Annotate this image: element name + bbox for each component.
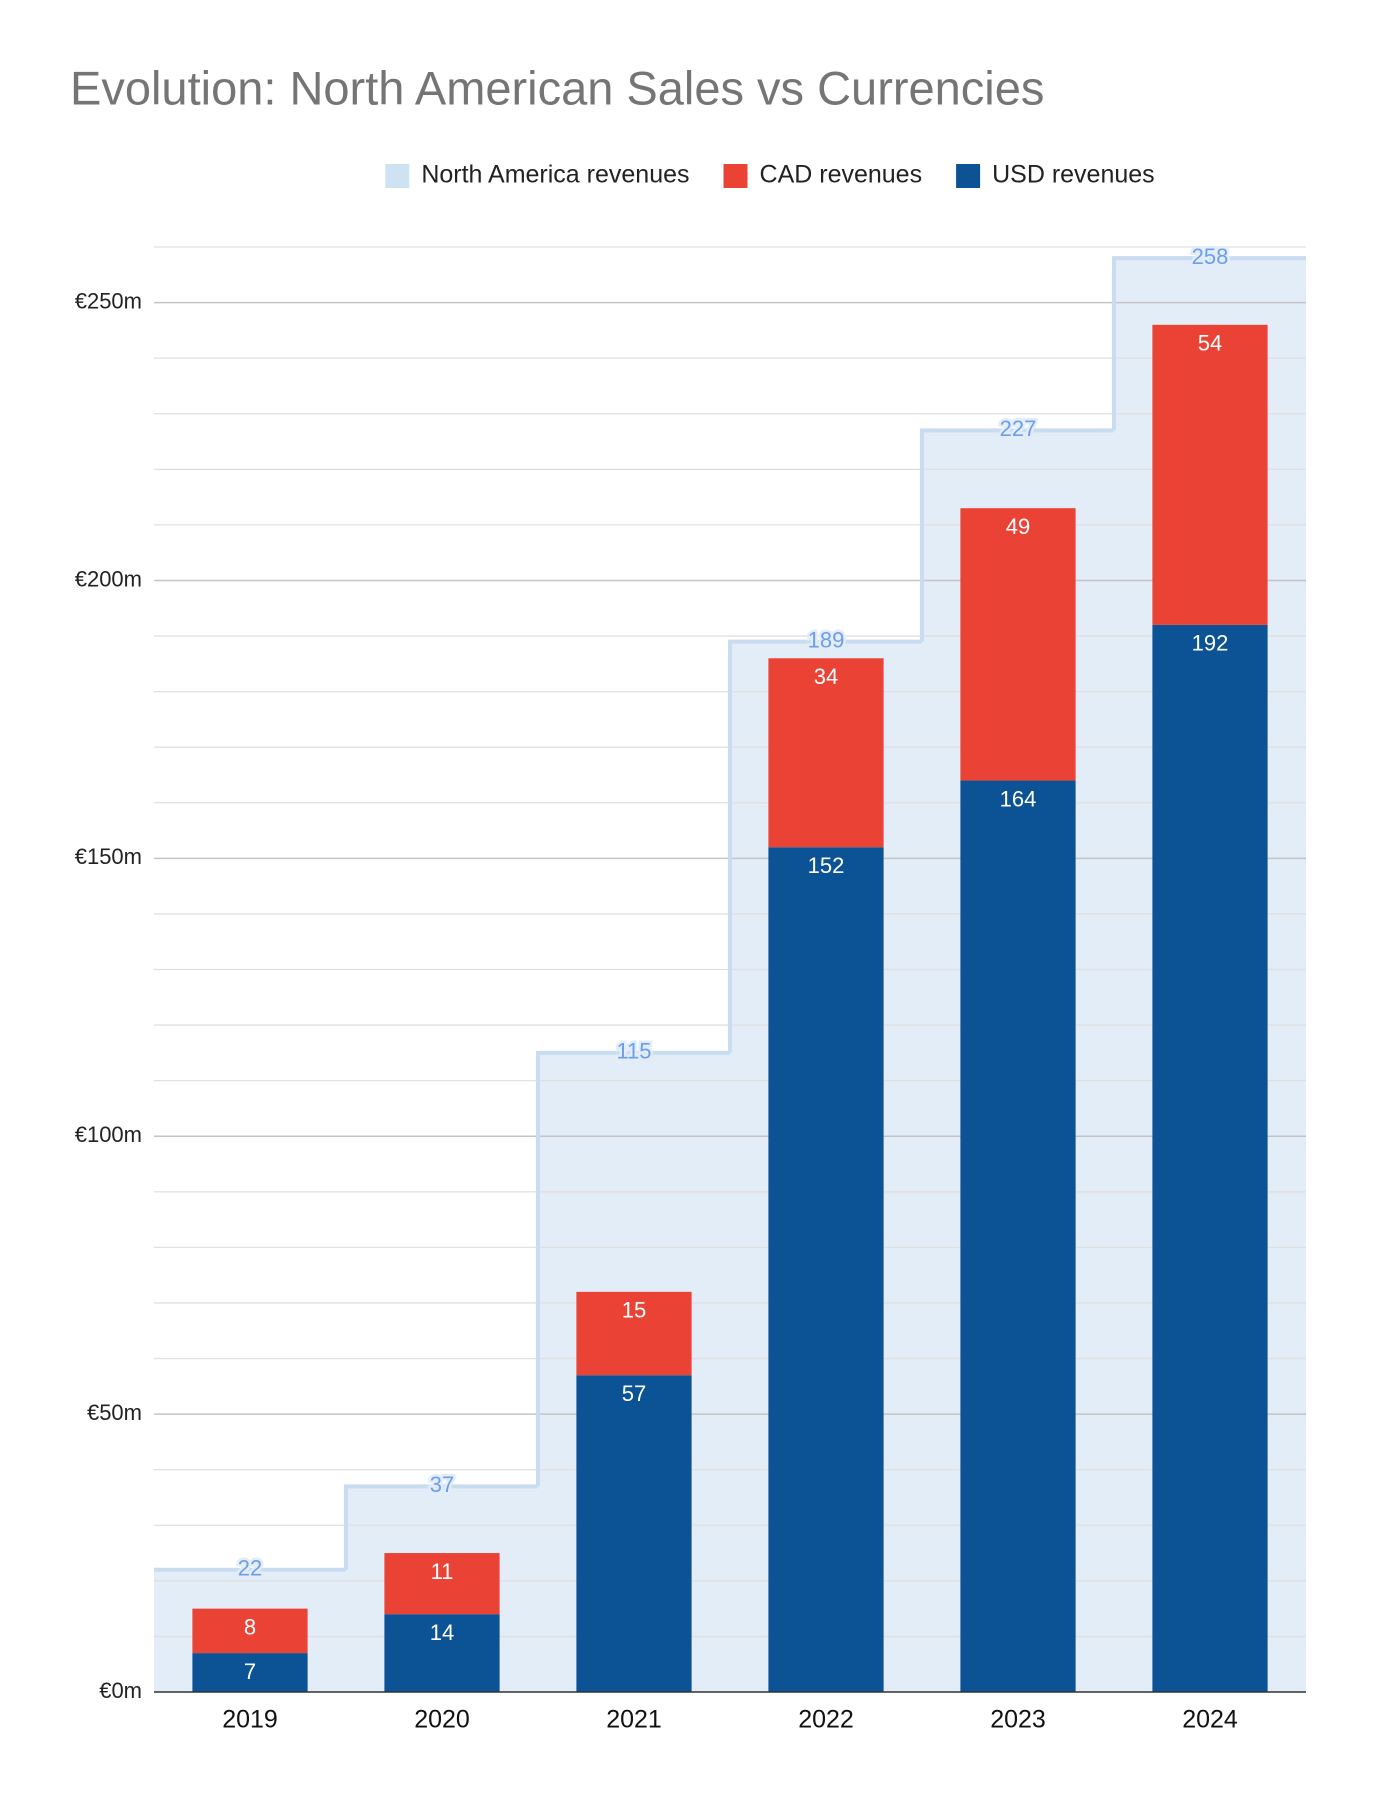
y-tick-label: €150m [75,844,142,869]
bar [192,1653,308,1692]
y-tick-label: €0m [99,1678,142,1703]
bar-value-label: 49 [1006,514,1030,539]
y-tick-label: €250m [75,288,142,313]
bar-value-label: 11 [431,1559,454,1584]
legend-swatch [723,164,748,188]
x-tick-label: 2020 [414,1706,470,1734]
area-step-line [728,639,922,1053]
x-tick-label: 2021 [606,1706,662,1734]
area-value-label: 37 [430,1472,454,1497]
bar [960,508,1076,781]
bar-value-label: 57 [622,1381,646,1406]
bar-value-label: 164 [1000,786,1037,811]
area-value-label: 22 [238,1556,262,1581]
bar [960,780,1076,1692]
bar [768,847,884,1692]
bar [1152,324,1268,625]
x-tick-label: 2019 [222,1706,278,1734]
y-tick-label: €100m [75,1122,142,1147]
area-step-line [536,1050,730,1487]
y-tick-label: €50m [87,1400,142,1425]
area-step-line [344,1484,538,1570]
area-value-label: 227 [1000,416,1037,441]
bar [192,1608,308,1654]
area-step-line [920,428,1114,642]
bar [1152,624,1268,1692]
bar-value-label: 8 [244,1614,256,1639]
area-step-line [1112,256,1306,431]
bar [576,1291,692,1376]
bar-value-label: 15 [622,1298,646,1323]
legend-label: CAD revenues [760,161,923,189]
bar [384,1614,500,1692]
bar-value-label: 34 [814,664,838,689]
bar [576,1375,692,1692]
bar-value-label: 152 [808,853,845,878]
legend-label: North America revenues [421,161,689,189]
area-value-label: 115 [616,1039,651,1064]
area-value-label: 189 [808,627,845,652]
chart-title: Evolution: North American Sales vs Curre… [70,61,1044,114]
bar-value-label: 14 [430,1620,454,1645]
bar [384,1553,500,1615]
y-tick-label: €200m [75,566,142,591]
legend-swatch [385,164,410,188]
x-tick-label: 2023 [990,1706,1046,1734]
bar [768,658,884,848]
x-tick-label: 2022 [798,1706,854,1734]
bar-value-label: 192 [1192,631,1229,656]
x-tick-label: 2024 [1182,1706,1238,1734]
bar-value-label: 54 [1198,331,1222,356]
legend-swatch [956,164,981,188]
bar-value-label: 7 [244,1659,256,1684]
legend-label: USD revenues [992,161,1155,189]
area-value-label: 258 [1192,244,1229,269]
